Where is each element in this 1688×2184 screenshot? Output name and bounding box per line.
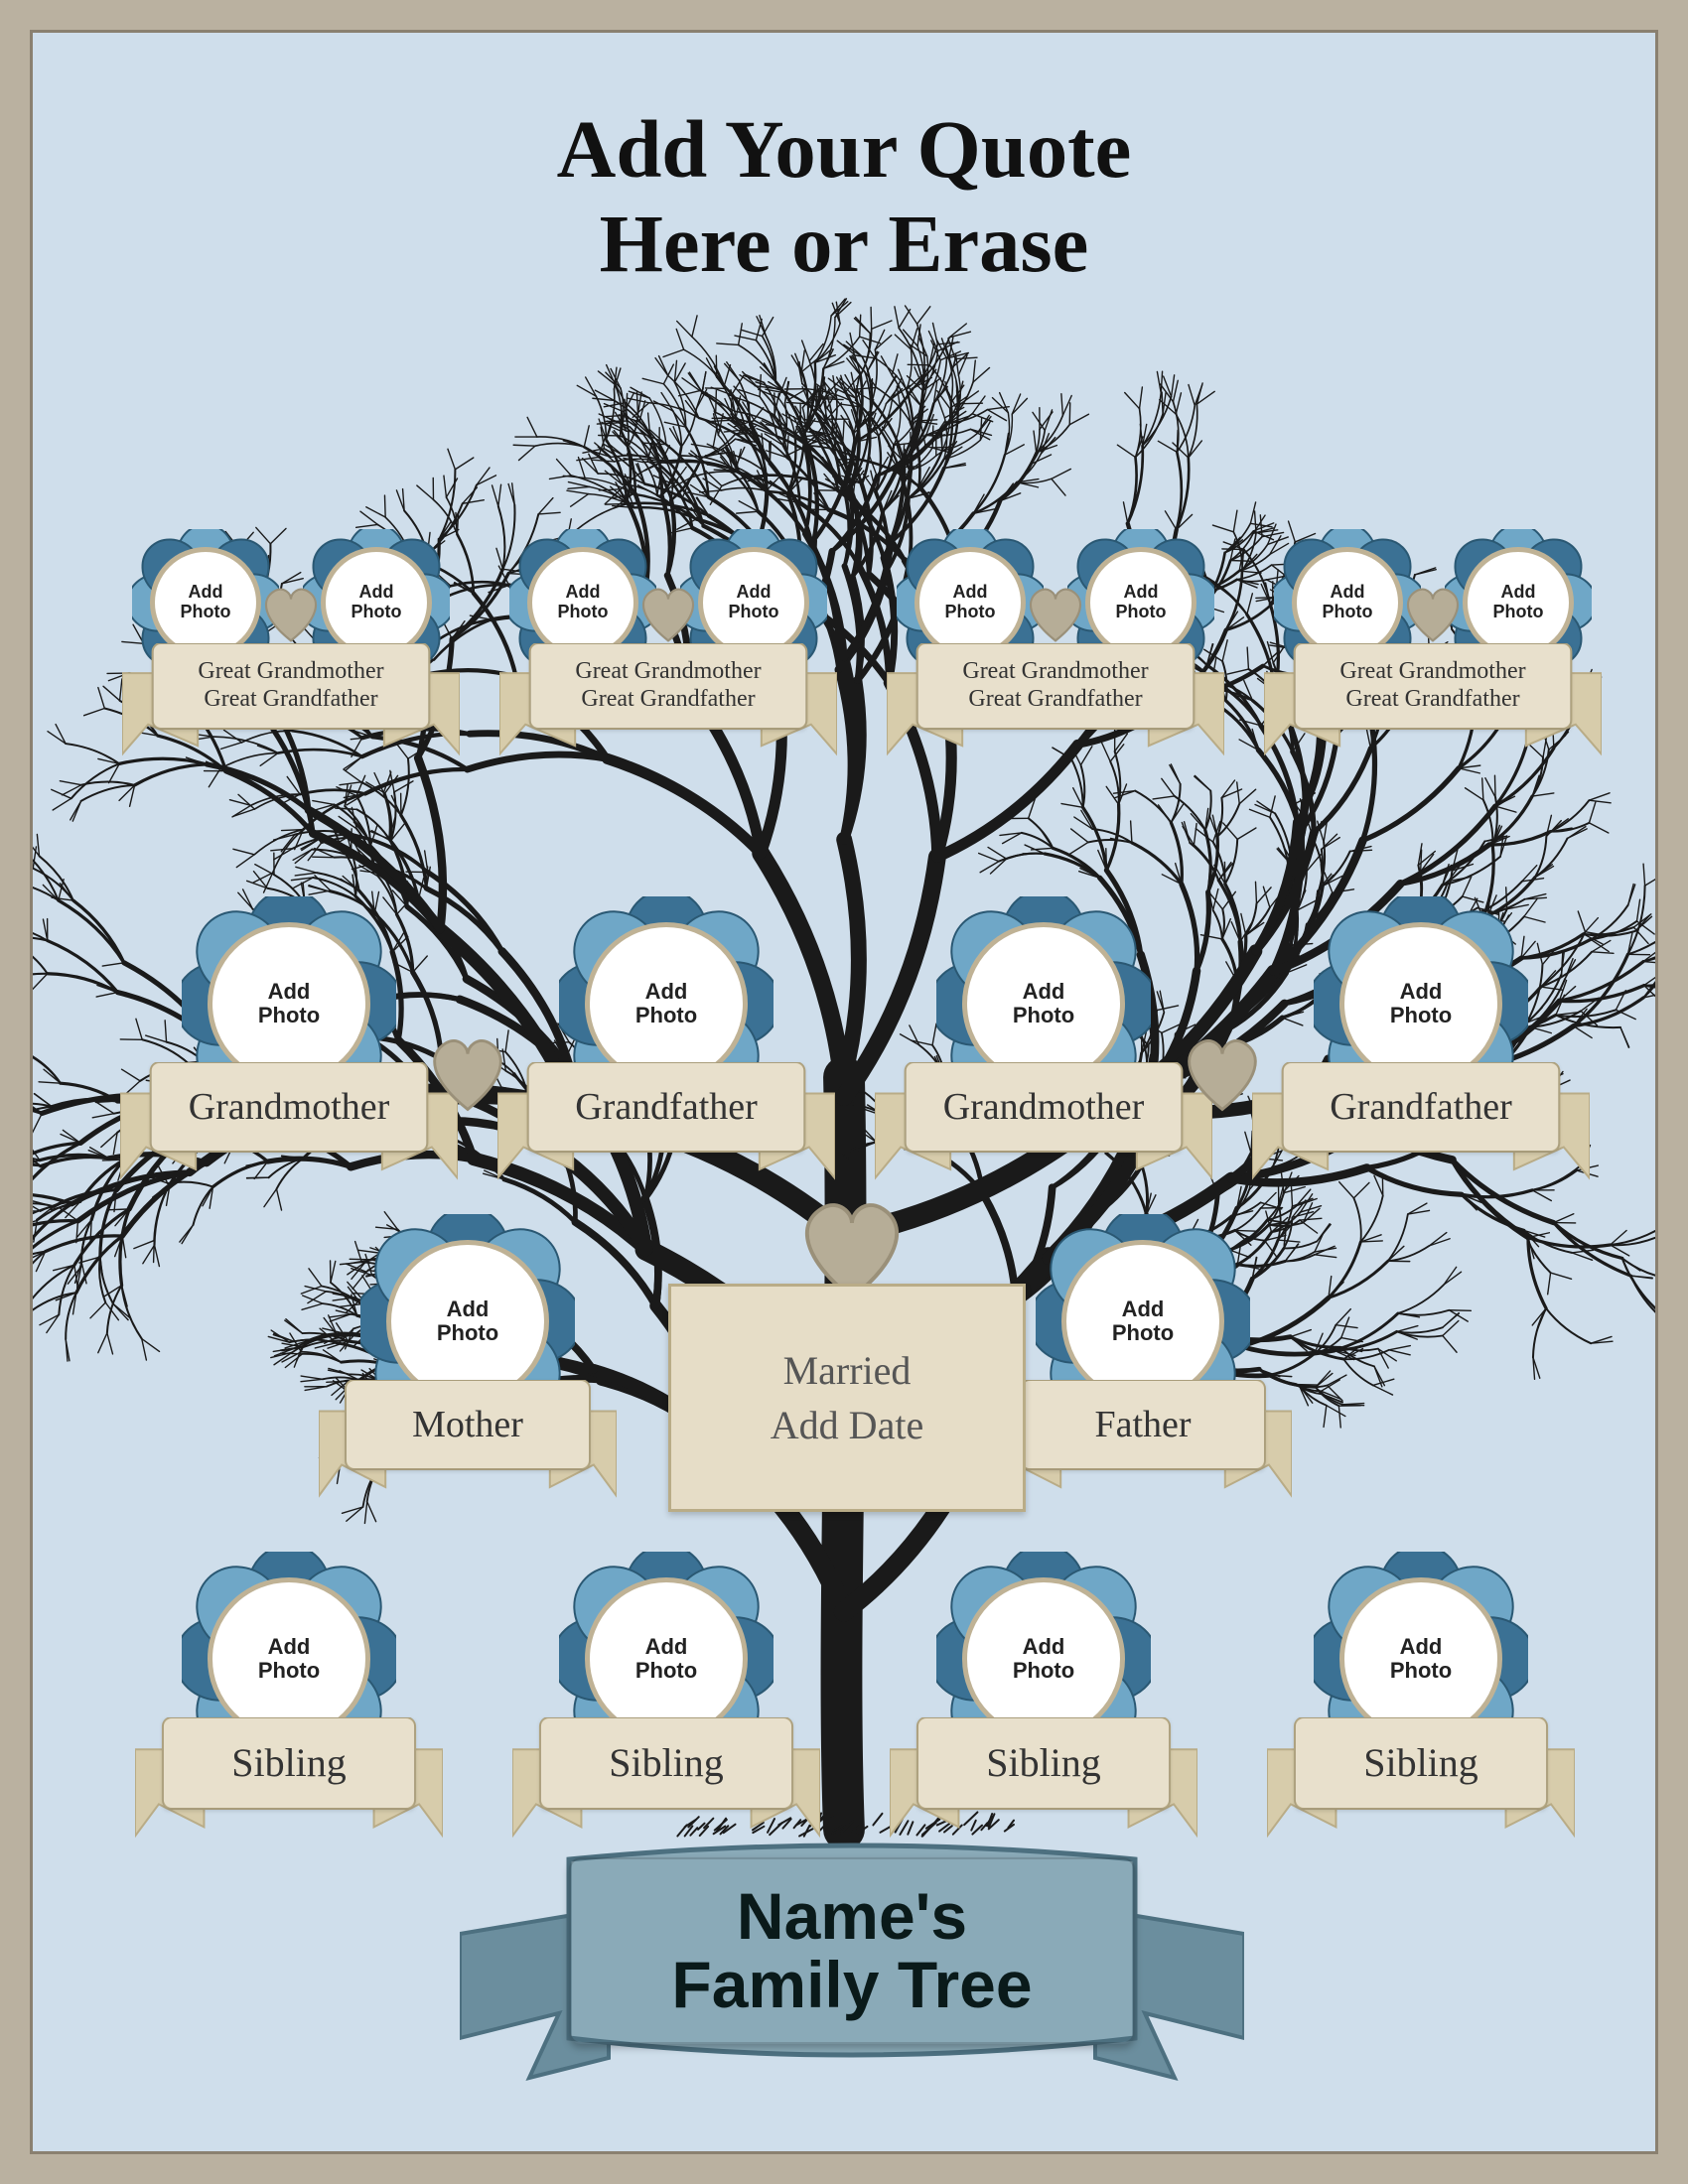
- married-line-2: Add Date: [771, 1402, 923, 1448]
- married-box[interactable]: Married Add Date: [668, 1284, 1026, 1512]
- title-banner[interactable]: Name's Family Tree: [460, 1840, 1244, 2108]
- photo-placeholder[interactable]: AddPhoto: [1339, 1577, 1502, 1740]
- label-ribbon[interactable]: Sibling: [1267, 1717, 1575, 1841]
- title-line-1: Name's: [737, 1882, 967, 1951]
- married-line-1: Married: [783, 1347, 912, 1394]
- page-frame: Add Your Quote Here or Erase AddPhotoAdd…: [30, 30, 1658, 2154]
- sibling-node: AddPhoto Sibling: [33, 33, 1655, 2151]
- title-banner-center: Name's Family Tree: [569, 1857, 1135, 2044]
- ribbon-line: Sibling: [1363, 1740, 1478, 1786]
- title-line-2: Family Tree: [671, 1951, 1032, 2019]
